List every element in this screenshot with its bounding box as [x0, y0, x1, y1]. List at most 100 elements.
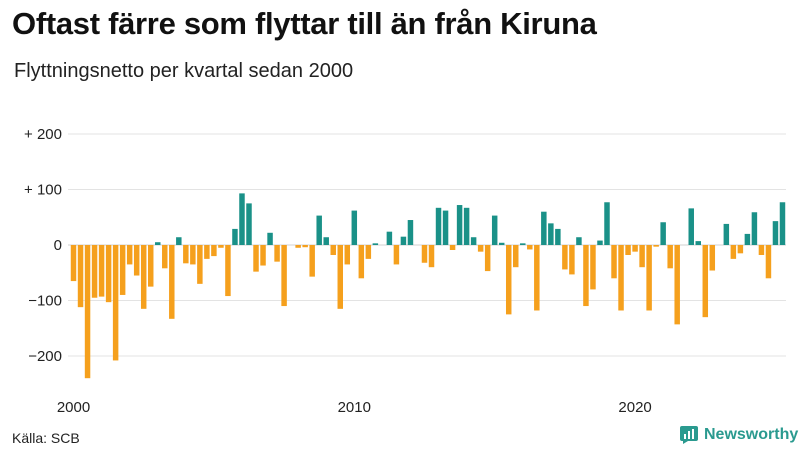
bar [491, 215, 498, 246]
bar [344, 245, 351, 265]
bar [709, 245, 716, 271]
bar [267, 232, 273, 245]
bar [442, 210, 449, 245]
bar [225, 245, 231, 297]
bar [119, 245, 126, 295]
bar [428, 245, 435, 268]
bar [463, 207, 470, 245]
bar [597, 240, 603, 245]
bar [386, 231, 393, 245]
bar [435, 207, 442, 245]
bar [365, 245, 372, 259]
x-tick-label: 2020 [618, 399, 651, 416]
y-tick-label: + 200 [24, 126, 62, 143]
bar [169, 245, 175, 319]
bar [758, 245, 765, 255]
bar [604, 202, 610, 245]
y-tick-label: + 100 [24, 182, 62, 199]
brand[interactable]: Newsworthy [680, 426, 798, 444]
bar [548, 223, 554, 245]
bar [534, 245, 540, 311]
bar [84, 245, 91, 379]
bar [218, 245, 224, 248]
bar [155, 242, 161, 245]
bar [330, 245, 336, 255]
brand-name: Newsworthy [704, 426, 799, 443]
bar [505, 245, 512, 315]
bar [358, 245, 365, 279]
bar [204, 245, 210, 259]
bar [281, 245, 287, 307]
bar [421, 245, 428, 263]
bar [323, 237, 329, 245]
bar [541, 211, 547, 245]
bar [639, 245, 645, 268]
bar [562, 245, 568, 270]
bar [470, 237, 477, 245]
x-axis-ticks: 2000 2010 2020 [57, 399, 652, 416]
bar [569, 245, 575, 275]
bar [302, 245, 308, 248]
bar [140, 245, 147, 309]
bar [351, 210, 358, 245]
bar [660, 222, 666, 246]
bar [77, 245, 84, 308]
bar [232, 228, 238, 246]
bar [246, 203, 252, 246]
bar [590, 245, 596, 290]
bar [498, 242, 505, 245]
bar [674, 245, 680, 325]
bar [309, 245, 315, 277]
bar [239, 193, 245, 245]
bar [295, 245, 301, 248]
bar [162, 245, 168, 269]
chart-subtitle: Flyttningsnetto per kvartal sedan 2000 [14, 60, 354, 82]
bar [527, 245, 533, 250]
bar [337, 245, 343, 309]
bar [583, 245, 589, 307]
bar [555, 228, 561, 246]
bar [632, 245, 638, 252]
bar [484, 245, 491, 272]
bar [253, 245, 259, 272]
bar [176, 237, 182, 245]
bar [98, 245, 105, 297]
bar [197, 245, 203, 284]
bar [611, 245, 617, 279]
bar [477, 245, 484, 252]
bar [393, 245, 400, 265]
bar [449, 245, 456, 250]
bar [133, 245, 140, 276]
newsworthy-logo-icon [680, 426, 698, 444]
bar [513, 245, 519, 268]
bar [625, 245, 631, 255]
y-tick-label: −200 [28, 348, 62, 365]
bar [211, 245, 217, 257]
bar [407, 220, 414, 246]
bar [688, 208, 694, 245]
bar [91, 245, 98, 298]
bar [112, 245, 119, 361]
bar [520, 243, 526, 246]
bar [576, 237, 582, 245]
chart-title: Oftast färre som flyttar till än från Ki… [12, 6, 597, 41]
bar [772, 221, 779, 245]
bar [653, 245, 659, 247]
bar [751, 212, 758, 245]
bar [400, 236, 407, 246]
bar [70, 245, 77, 282]
bar [667, 245, 673, 269]
bar [183, 245, 189, 264]
bar [126, 245, 133, 265]
bar [695, 241, 701, 246]
bar [723, 223, 730, 245]
bar [702, 245, 709, 318]
x-tick-label: 2000 [57, 399, 90, 416]
bar [147, 245, 154, 287]
bar [190, 245, 196, 265]
bar [765, 245, 772, 279]
y-tick-label: −100 [28, 293, 62, 310]
bar [260, 245, 266, 266]
bar [274, 245, 280, 262]
